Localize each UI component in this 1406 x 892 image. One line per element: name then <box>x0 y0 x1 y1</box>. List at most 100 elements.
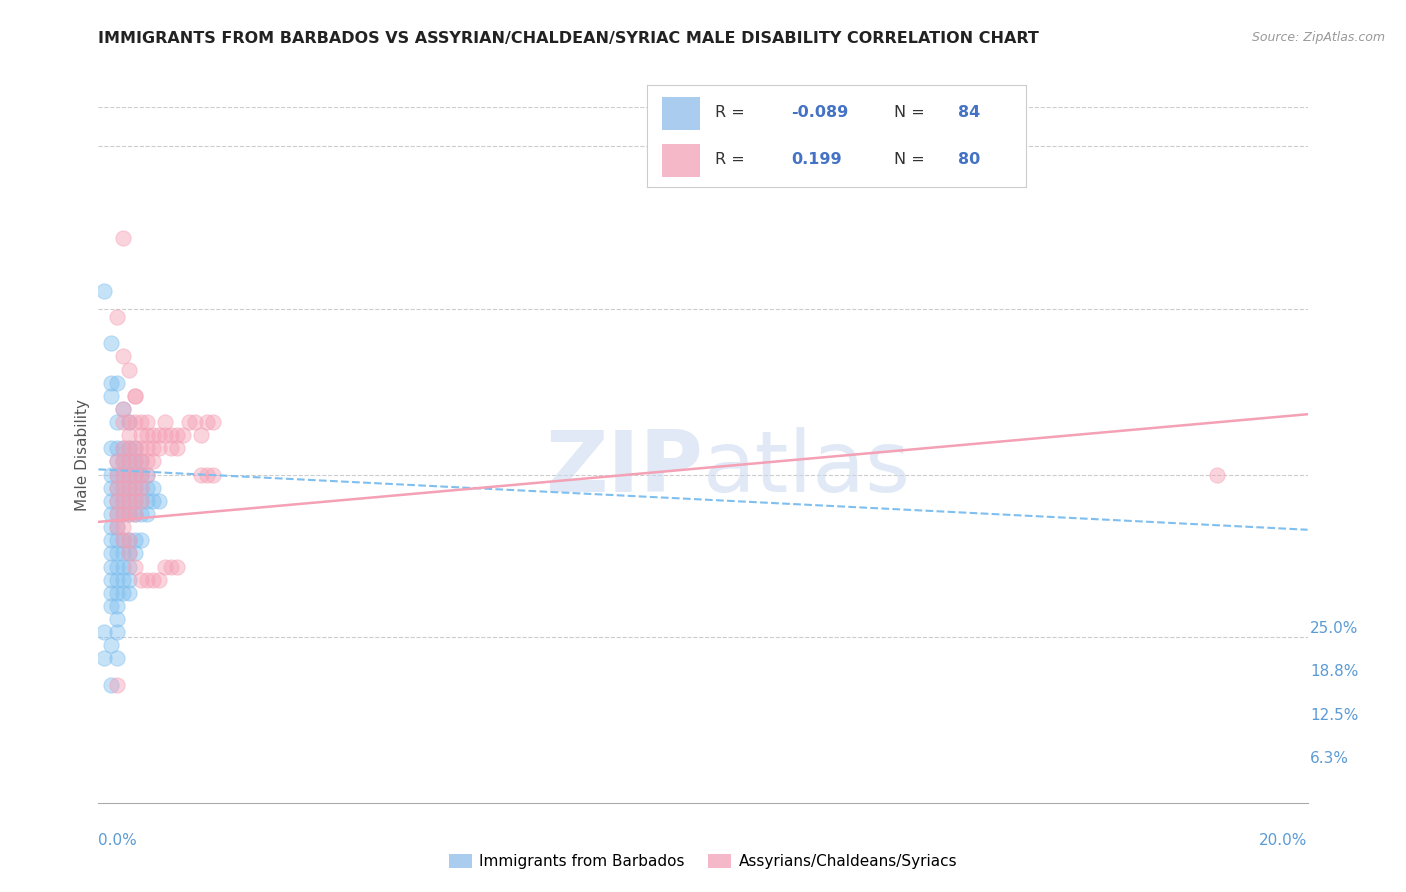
Point <box>129 494 152 508</box>
Point <box>118 494 141 508</box>
Point <box>129 415 152 429</box>
Point <box>129 481 152 495</box>
Text: IMMIGRANTS FROM BARBADOS VS ASSYRIAN/CHALDEAN/SYRIAC MALE DISABILITY CORRELATION: IMMIGRANTS FROM BARBADOS VS ASSYRIAN/CHA… <box>98 31 1039 46</box>
Point <box>93 625 115 640</box>
Point <box>105 376 128 390</box>
Point <box>111 520 134 534</box>
Point <box>166 559 188 574</box>
Point <box>100 546 122 560</box>
Point <box>100 573 122 587</box>
Point <box>135 494 157 508</box>
Point <box>105 494 128 508</box>
Point <box>105 559 128 574</box>
Point <box>135 454 157 468</box>
Point <box>111 481 134 495</box>
Point <box>124 494 146 508</box>
Point <box>124 533 146 548</box>
Point <box>124 481 146 495</box>
Point <box>100 467 122 482</box>
Text: 18.8%: 18.8% <box>1310 665 1358 680</box>
Point <box>118 467 141 482</box>
Point <box>129 454 152 468</box>
Point <box>124 467 146 482</box>
Point <box>129 507 152 521</box>
Point <box>100 678 122 692</box>
Point <box>100 520 122 534</box>
Point <box>129 467 152 482</box>
Text: Source: ZipAtlas.com: Source: ZipAtlas.com <box>1251 31 1385 45</box>
Point <box>105 415 128 429</box>
Text: 80: 80 <box>957 153 980 167</box>
Point <box>118 415 141 429</box>
Point <box>148 428 170 442</box>
Point <box>160 559 183 574</box>
Text: 0.0%: 0.0% <box>98 832 138 847</box>
Point <box>105 494 128 508</box>
Point <box>111 454 134 468</box>
Point <box>111 467 134 482</box>
Point <box>100 638 122 652</box>
Text: R =: R = <box>716 105 749 120</box>
Point <box>118 533 141 548</box>
Point <box>153 428 176 442</box>
Point <box>124 507 146 521</box>
Point <box>129 533 152 548</box>
Point <box>118 546 141 560</box>
Point <box>100 336 122 351</box>
Point <box>166 442 188 456</box>
Point <box>160 442 183 456</box>
Point <box>111 533 134 548</box>
Point <box>124 389 146 403</box>
Point <box>124 507 146 521</box>
Text: 0.199: 0.199 <box>792 153 842 167</box>
Point <box>111 401 134 416</box>
Point <box>105 520 128 534</box>
Point <box>118 494 141 508</box>
Point <box>100 442 122 456</box>
Point <box>172 428 194 442</box>
Point <box>135 467 157 482</box>
Point <box>195 415 218 429</box>
Point <box>105 651 128 665</box>
Point <box>129 494 152 508</box>
Point <box>105 467 128 482</box>
Point <box>135 415 157 429</box>
Point <box>105 454 128 468</box>
Point <box>105 454 128 468</box>
FancyBboxPatch shape <box>662 97 700 130</box>
Point <box>105 625 128 640</box>
Point <box>105 507 128 521</box>
Text: 20.0%: 20.0% <box>1260 832 1308 847</box>
Point <box>118 533 141 548</box>
Point <box>111 586 134 600</box>
Point <box>160 428 183 442</box>
Text: N =: N = <box>894 153 929 167</box>
Point <box>148 494 170 508</box>
Point <box>135 467 157 482</box>
Point <box>142 481 165 495</box>
Point <box>142 454 165 468</box>
Point <box>142 428 165 442</box>
Legend: Immigrants from Barbados, Assyrians/Chaldeans/Syriacs: Immigrants from Barbados, Assyrians/Chal… <box>443 848 963 875</box>
Point <box>129 442 152 456</box>
Point <box>135 507 157 521</box>
Point <box>166 428 188 442</box>
Point <box>118 546 141 560</box>
Point <box>118 507 141 521</box>
Point <box>100 507 122 521</box>
Point <box>118 481 141 495</box>
Point <box>148 573 170 587</box>
Text: 84: 84 <box>957 105 980 120</box>
Point <box>100 481 122 495</box>
Point <box>118 559 141 574</box>
Point <box>111 533 134 548</box>
Point <box>118 415 141 429</box>
Point <box>142 573 165 587</box>
Point <box>124 454 146 468</box>
Point <box>135 481 157 495</box>
Text: -0.089: -0.089 <box>792 105 848 120</box>
Point <box>202 415 225 429</box>
Point <box>118 586 141 600</box>
Point <box>118 428 141 442</box>
Point <box>111 573 134 587</box>
